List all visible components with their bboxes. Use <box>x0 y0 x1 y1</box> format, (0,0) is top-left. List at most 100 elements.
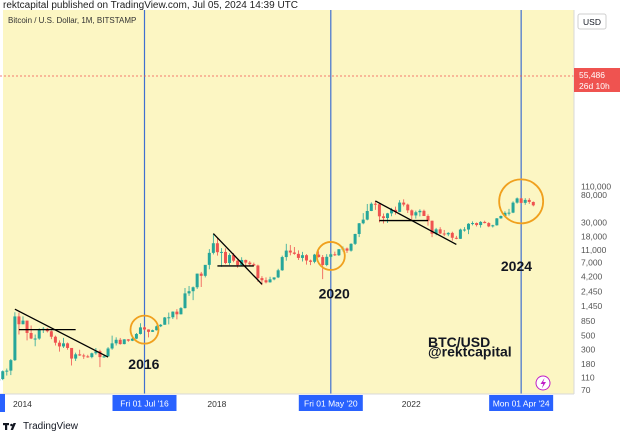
downtrend-line <box>14 308 109 358</box>
y-tick-label: 30,000 <box>581 217 607 227</box>
cycle-circle <box>498 178 545 225</box>
candle-body <box>264 280 268 283</box>
candle-body <box>377 204 381 217</box>
candle-body <box>110 343 114 349</box>
y-tick-label: 180 <box>581 359 595 369</box>
candle-body <box>519 198 523 203</box>
candle-body <box>74 354 78 359</box>
candle-body <box>118 339 122 345</box>
candle-body <box>434 229 438 234</box>
y-tick-label: 11,000 <box>581 245 607 255</box>
candle-body <box>228 255 232 263</box>
candle-body <box>325 256 329 265</box>
candle-body <box>284 250 288 258</box>
candle-body <box>1 371 5 380</box>
candle-body <box>70 347 74 359</box>
candle-body <box>527 199 531 202</box>
candle-body <box>337 249 341 256</box>
halving-date-label: Mon 01 Apr '24 <box>493 399 550 409</box>
candle-body <box>203 264 207 276</box>
y-tick-label: 2,450 <box>581 287 603 297</box>
candle-body <box>296 253 300 258</box>
candle-body <box>438 229 442 234</box>
candle-body <box>503 212 507 217</box>
candle-body <box>179 308 183 315</box>
candle-body <box>369 203 373 212</box>
candle-body <box>309 260 313 262</box>
candle-body <box>523 199 527 203</box>
candle-body <box>511 202 515 213</box>
candle-body <box>483 221 487 224</box>
candle-body <box>33 338 37 340</box>
chart-annotation: 2016 <box>128 356 159 372</box>
candle-body <box>9 360 13 371</box>
candle-body <box>458 229 462 239</box>
candle-body <box>49 331 53 337</box>
chart-annotation: 2024 <box>501 258 532 274</box>
candle-body <box>446 232 450 235</box>
candle-body <box>531 201 535 206</box>
candle-body <box>329 254 333 257</box>
x-tick-label: 2022 <box>402 399 421 409</box>
candle-body <box>479 221 483 226</box>
candle-body <box>207 252 211 265</box>
candle-body <box>62 343 65 347</box>
candle-body <box>122 339 126 345</box>
candle-body <box>418 210 422 213</box>
candle-body <box>232 255 236 261</box>
candle-body <box>114 339 118 344</box>
x-tick-label: 2014 <box>13 399 32 409</box>
candle-body <box>300 255 304 258</box>
candle-body <box>155 326 159 331</box>
candle-body <box>94 351 98 354</box>
candle-body <box>53 336 57 343</box>
chart-annotation: @rektcapital <box>428 343 512 359</box>
last-price-countdown: 26d 10h <box>579 81 610 91</box>
currency-button[interactable] <box>577 13 607 30</box>
candle-body <box>260 278 264 281</box>
candle-body <box>422 210 426 217</box>
candles <box>0 197 535 381</box>
candle-body <box>102 356 106 358</box>
x-axis-labels: 2014 2018 2022 <box>13 399 421 409</box>
y-tick-label: 1,450 <box>581 301 603 311</box>
candle-body <box>487 223 491 227</box>
candle-body <box>167 317 171 319</box>
candle-body <box>406 204 410 211</box>
publisher-line: rektcapital published on TradingView.com… <box>3 0 298 11</box>
candle-body <box>305 255 308 261</box>
cycle-circles <box>129 178 545 345</box>
candle-body <box>442 233 446 235</box>
candle-body <box>195 273 199 288</box>
candle-body <box>187 291 191 294</box>
candle-body <box>454 237 458 239</box>
candle-body <box>199 273 203 276</box>
halving-date-label: Fri 01 May '20 <box>304 399 358 409</box>
tradingview-footer: TradingView <box>3 419 78 433</box>
candle-body <box>507 212 511 214</box>
candle-body <box>499 216 503 219</box>
candle-body <box>90 353 94 358</box>
x-axis-left-tag <box>0 394 5 412</box>
cycle-circle <box>129 314 160 345</box>
candle-body <box>98 351 102 358</box>
candle-body <box>78 354 82 356</box>
last-price-tag <box>574 68 620 92</box>
candle-body <box>390 209 394 214</box>
candle-body <box>317 254 321 258</box>
candle-body <box>365 211 369 220</box>
lightning-icon[interactable] <box>535 375 551 391</box>
candle-body <box>256 265 260 279</box>
candle-body <box>292 252 296 254</box>
plot-background <box>3 10 574 394</box>
halving-date-tag <box>298 395 363 411</box>
candle-body <box>66 343 70 348</box>
candle-body <box>475 223 479 226</box>
candle-body <box>219 251 223 253</box>
y-tick-label: 500 <box>581 331 595 341</box>
candle-body <box>361 219 365 224</box>
candle-body <box>37 329 41 339</box>
candle-body <box>373 203 377 205</box>
